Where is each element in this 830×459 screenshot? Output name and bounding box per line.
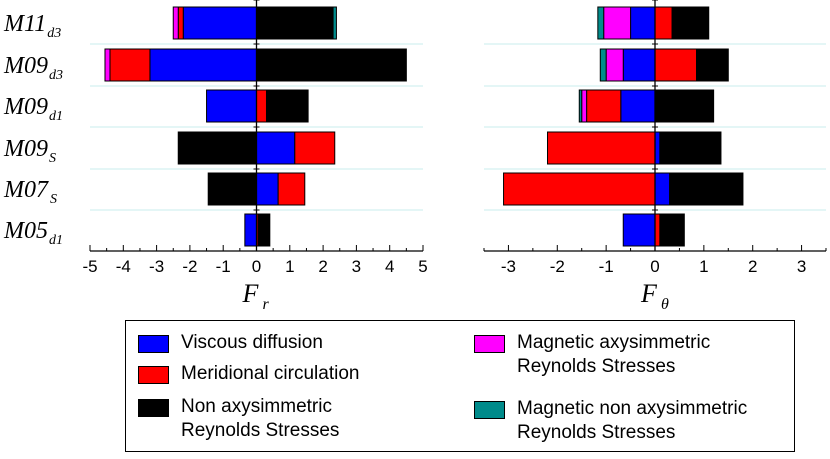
x-tick-label: 3: [797, 257, 806, 276]
bar-nonaxi-M11-d3: [671, 6, 710, 40]
legend-swatch-nonaxi: [138, 399, 169, 417]
bar-magaxi-M09-d3: [104, 48, 111, 82]
bar-meridional-M09-S: [547, 131, 656, 165]
bar-nonaxi-M09-d1: [654, 89, 715, 123]
category-label-sub: d3: [49, 68, 63, 83]
bar-nonaxi-M07-S: [669, 172, 744, 206]
legend-label-meridional: Meridional circulation: [181, 363, 360, 384]
bar-viscous-M09-S: [654, 131, 661, 165]
category-label-sub: d1: [49, 233, 63, 248]
x-tick-label: -4: [116, 257, 131, 276]
bar-nonaxi-M09-d3: [256, 48, 407, 82]
x-tick-label: -2: [550, 257, 565, 276]
x-tick-label: 0: [650, 257, 659, 276]
bar-magnonaxi-M11-d3: [332, 6, 337, 40]
bar-meridional-M11-d3: [177, 6, 184, 40]
bar-viscous-M09-S: [256, 131, 296, 165]
bar-viscous-M05-d1: [244, 213, 258, 247]
category-label: M07: [3, 177, 49, 203]
bar-magaxi-M11-d3: [172, 6, 179, 40]
legend-item-meridional: Meridional circulation: [138, 362, 359, 386]
category-label-sub: d3: [47, 26, 61, 41]
x-tick-label: -3: [149, 257, 164, 276]
category-label: M09: [3, 136, 48, 162]
x-tick-label: -3: [501, 257, 516, 276]
bar-viscous-M11-d3: [182, 6, 258, 40]
category-label-sub: S: [49, 151, 56, 166]
x-tick-label: 0: [252, 257, 261, 276]
bar-viscous-M09-d3: [622, 48, 656, 82]
bar-viscous-M09-d3: [149, 48, 257, 82]
category-label: M09: [3, 94, 48, 120]
category-label-sub: d1: [49, 109, 63, 124]
bar-viscous-M07-S: [654, 172, 671, 206]
legend-item-magaxi: Magnetic axysimmetric Reynolds Stresses: [474, 331, 710, 379]
bar-meridional-M09-d3: [109, 48, 151, 82]
bar-magaxi-M11-d3: [603, 6, 632, 40]
legend-label-magnonaxi: Magnetic non axysimmetric Reynolds Stres…: [517, 398, 748, 443]
bar-nonaxi-M05-d1: [257, 213, 271, 247]
x-tick-label: 2: [748, 257, 757, 276]
bar-magnonaxi-M11-d3: [597, 6, 605, 40]
bar-viscous-M05-d1: [622, 213, 656, 247]
bar-nonaxi-M07-S: [207, 172, 257, 206]
bar-viscous-M07-S: [256, 172, 279, 206]
bar-nonaxi-M05-d1: [659, 213, 685, 247]
axis-title-F_r: F: [242, 279, 260, 308]
legend-swatch-viscous: [138, 335, 169, 353]
legend-label-magaxi: Magnetic axysimmetric Reynolds Stresses: [517, 332, 711, 377]
x-tick-label: 4: [385, 257, 394, 276]
legend-swatch-magaxi: [474, 335, 505, 353]
x-tick-label: 2: [318, 257, 327, 276]
bar-nonaxi-M09-d3: [696, 48, 729, 82]
x-tick-label: 1: [699, 257, 708, 276]
x-tick-label: -1: [216, 257, 231, 276]
legend-label-viscous: Viscous diffusion: [181, 332, 323, 353]
x-tick-label: -2: [182, 257, 197, 276]
bar-meridional-M07-S: [503, 172, 656, 206]
legend-item-viscous: Viscous diffusion: [138, 331, 323, 355]
bar-magaxi-M09-d3: [605, 48, 624, 82]
bar-meridional-M09-d1: [586, 89, 622, 123]
bar-magnonaxi-M09-d1: [578, 89, 583, 123]
axis-title-F_theta: F: [640, 279, 658, 308]
x-tick-label: 3: [352, 257, 361, 276]
bar-meridional-M09-d1: [256, 89, 267, 123]
category-label: M05: [3, 218, 48, 244]
bar-nonaxi-M09-d1: [265, 89, 309, 123]
category-label: M09: [3, 53, 48, 79]
bar-meridional-M05-d1: [654, 213, 661, 247]
x-tick-label: 5: [418, 257, 427, 276]
bar-viscous-M09-d1: [620, 89, 656, 123]
panel-F_r: -5 -4 -3 -2 -1 0 1 2 3 4 5 F r: [82, 0, 428, 313]
bar-meridional-M09-S: [294, 131, 336, 165]
axis-title-sub-F_r: r: [263, 296, 270, 313]
bar-viscous-M09-d1: [206, 89, 258, 123]
bar-magaxi-M09-d1: [581, 89, 588, 123]
bar-nonaxi-M09-S: [177, 131, 257, 165]
bar-meridional-M07-S: [277, 172, 306, 206]
legend-item-nonaxi: Non axysimmetric Reynolds Stresses: [138, 395, 339, 443]
category-label-sub: S: [50, 192, 57, 207]
category-label: M11: [3, 11, 46, 37]
legend-swatch-magnonaxi: [474, 401, 505, 419]
axis-title-sub-F_theta: θ: [661, 296, 669, 313]
bar-meridional-M11-d3: [654, 6, 673, 40]
x-tick-label: 1: [285, 257, 294, 276]
x-tick-label: -5: [82, 257, 97, 276]
legend-label-nonaxi: Non axysimmetric Reynolds Stresses: [181, 396, 340, 441]
x-tick-label: -1: [599, 257, 614, 276]
bar-magnonaxi-M09-d3: [599, 48, 607, 82]
legend-item-magnonaxi: Magnetic non axysimmetric Reynolds Stres…: [474, 397, 747, 445]
bar-meridional-M09-d3: [654, 48, 698, 82]
legend-swatch-meridional: [138, 366, 169, 384]
bar-viscous-M11-d3: [630, 6, 656, 40]
bar-nonaxi-M11-d3: [256, 6, 334, 40]
legend: Viscous diffusion Meridional circulation…: [125, 320, 795, 452]
panel-F_theta: -3 -2 -1 0 1 2 3 F θ: [483, 0, 827, 313]
bar-nonaxi-M09-S: [659, 131, 722, 165]
